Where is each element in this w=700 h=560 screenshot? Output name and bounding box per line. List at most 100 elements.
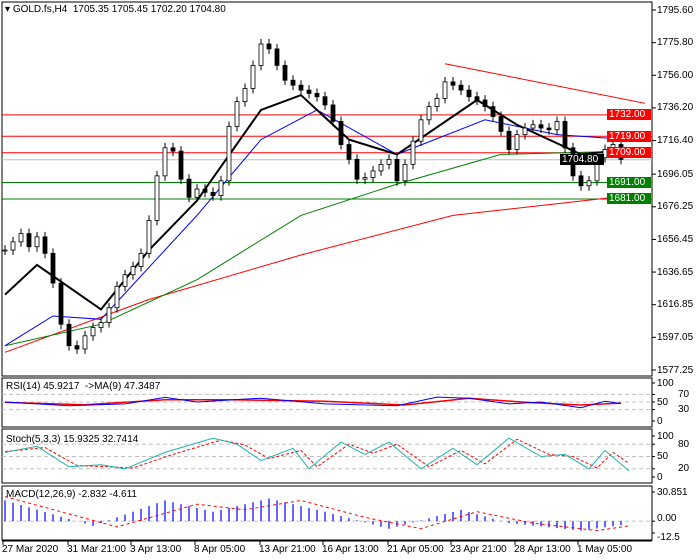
price-axis-label: 1756.00 (657, 69, 694, 81)
candle (218, 180, 224, 197)
ohlc-readout: 1705.35 1705.45 1702.20 1704.80 (72, 4, 226, 15)
stoch-axis-label: 0 (657, 471, 663, 483)
price-axis-label: 1616.85 (657, 299, 694, 311)
candle (122, 274, 128, 287)
moving-average-ma_long (4, 195, 630, 353)
candle (314, 93, 320, 98)
price-axis-label: 1656.45 (657, 233, 694, 245)
candle (50, 252, 56, 284)
macd-axis-label: 30.851 (657, 486, 688, 498)
candle (26, 233, 32, 248)
candle (474, 96, 480, 101)
candle (514, 134, 520, 150)
candle (346, 144, 352, 160)
candle (138, 252, 144, 267)
candle (554, 121, 560, 131)
candle (18, 233, 24, 243)
candle (370, 170, 376, 178)
candle (250, 64, 256, 89)
candle (394, 158, 400, 182)
stoch-axis-label: 80 (678, 438, 690, 450)
time-axis-label: 23 Apr 21:00 (450, 544, 507, 555)
price-tag-resistance: 1732.00 (607, 109, 651, 121)
rsi-axis-label: 70 (678, 388, 690, 400)
candle (458, 84, 464, 91)
candle (426, 106, 432, 121)
price-axis-label: 1636.65 (657, 266, 694, 278)
candle (538, 124, 544, 129)
price-axis-label: 1736.20 (657, 102, 694, 114)
panel-frame-0 (1, 1, 653, 377)
candle (378, 163, 384, 172)
time-axis-label: 8 Apr 05:00 (194, 544, 246, 555)
candle (226, 126, 232, 182)
candle (298, 84, 304, 91)
candle (34, 236, 40, 248)
candle (498, 116, 504, 132)
candle (338, 121, 344, 145)
stoch-axis-label: 20 (678, 463, 690, 475)
candle (210, 191, 216, 197)
rsi-axis-label: 0 (657, 415, 663, 427)
price-axis-label: 1577.25 (657, 364, 694, 376)
candle (450, 81, 456, 86)
candle (322, 96, 328, 106)
candle (162, 147, 168, 177)
moving-average-ma_slow (4, 150, 630, 347)
collapse-triangle-icon[interactable]: ▾ (5, 4, 13, 15)
price-tag-support: 1691.00 (607, 176, 651, 188)
candle (186, 178, 192, 198)
candle (234, 101, 240, 127)
candle (418, 119, 424, 142)
time-axis-label: 21 Apr 05:00 (387, 544, 444, 555)
candle (354, 158, 360, 180)
candle (170, 147, 176, 152)
candle (386, 158, 392, 165)
candle (242, 88, 248, 103)
candle (490, 106, 496, 117)
candle (42, 236, 48, 254)
stoch-label: Stoch(5,3,3) 15.9325 32.7414 (6, 434, 139, 445)
candle (506, 130, 512, 150)
price-axis-label: 1597.05 (657, 331, 694, 343)
candle (106, 307, 112, 323)
candle (282, 64, 288, 81)
time-axis-label: 1 May 05:00 (577, 544, 633, 555)
candle (530, 124, 536, 129)
time-axis-label: 28 Apr 13:00 (514, 544, 571, 555)
stoch-main-line (4, 437, 630, 472)
price-axis-label: 1716.40 (657, 135, 694, 147)
candle (330, 104, 336, 122)
price-tag-support: 1681.00 (607, 193, 651, 205)
symbol-label: GOLD.fs,H4 (12, 4, 68, 15)
time-axis-label: 13 Apr 21:00 (259, 544, 316, 555)
candle (442, 81, 448, 99)
candle (178, 150, 184, 180)
candle (466, 89, 472, 98)
time-axis-label: 3 Apr 13:00 (130, 544, 182, 555)
time-axis-label: 27 Mar 2020 (2, 544, 59, 555)
candle (74, 345, 80, 350)
candle (402, 163, 408, 182)
moving-average-ma_fast (4, 93, 630, 311)
rsi-axis-label: 50 (657, 396, 669, 408)
price-tag-bid: 1704.80 (560, 154, 604, 166)
candle (114, 285, 120, 309)
stoch-axis-label: 100 (657, 430, 674, 442)
candle (522, 127, 528, 136)
trendline (444, 63, 646, 104)
candle (82, 335, 88, 350)
time-axis-label: 16 Apr 13:00 (322, 544, 379, 555)
candle (130, 266, 136, 276)
price-axis-label: 1795.60 (657, 4, 694, 16)
price-tag-resistance: 1709.00 (607, 147, 651, 159)
price-tag-resistance: 1719.00 (607, 130, 651, 142)
candle (434, 97, 440, 108)
candle (98, 322, 104, 328)
macd-signal-line (4, 496, 630, 532)
price-axis-label: 1775.80 (657, 37, 694, 49)
panel-frame-3 (1, 485, 653, 541)
candle (154, 175, 160, 221)
candle (482, 99, 488, 108)
